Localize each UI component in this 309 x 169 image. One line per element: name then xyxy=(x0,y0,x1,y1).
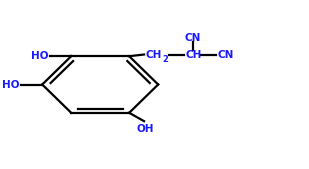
Text: HO: HO xyxy=(32,51,49,61)
Text: CH: CH xyxy=(146,50,162,59)
Text: CN: CN xyxy=(218,50,234,59)
Text: 2: 2 xyxy=(162,55,168,64)
Text: CH: CH xyxy=(186,50,202,59)
Text: OH: OH xyxy=(137,124,154,134)
Text: CN: CN xyxy=(185,33,201,43)
Text: HO: HO xyxy=(2,79,20,90)
